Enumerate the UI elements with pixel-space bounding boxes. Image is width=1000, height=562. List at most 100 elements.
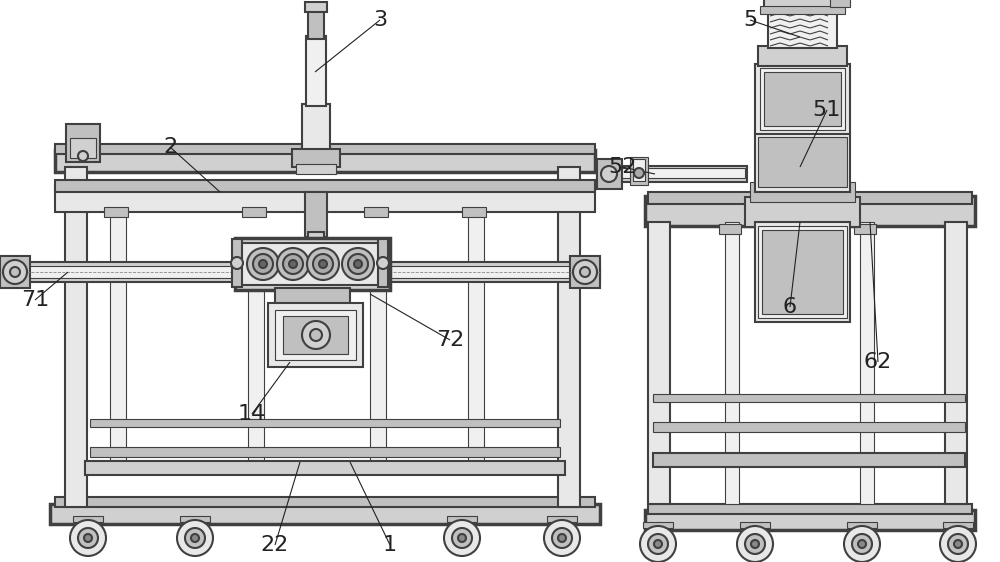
Text: 62: 62 xyxy=(864,352,892,372)
Bar xyxy=(645,196,975,226)
Circle shape xyxy=(348,254,368,274)
Circle shape xyxy=(751,540,759,548)
Bar xyxy=(235,238,390,290)
Bar xyxy=(90,419,560,427)
Circle shape xyxy=(319,260,327,268)
Bar xyxy=(296,164,336,174)
Circle shape xyxy=(84,534,92,542)
Bar xyxy=(740,522,770,528)
Bar xyxy=(645,510,975,530)
Circle shape xyxy=(745,534,765,554)
Bar xyxy=(725,222,739,504)
Text: 22: 22 xyxy=(261,535,289,555)
Bar xyxy=(55,150,595,172)
Bar xyxy=(758,226,847,318)
Circle shape xyxy=(289,260,297,268)
Circle shape xyxy=(302,321,330,349)
Bar xyxy=(285,308,340,324)
Bar xyxy=(847,522,877,528)
Bar xyxy=(85,461,565,475)
Bar xyxy=(601,168,745,178)
Circle shape xyxy=(78,528,98,548)
Bar xyxy=(308,9,324,39)
Bar xyxy=(50,504,600,524)
Circle shape xyxy=(852,534,872,554)
Circle shape xyxy=(247,248,279,280)
Bar xyxy=(55,497,595,507)
Circle shape xyxy=(634,168,644,178)
Circle shape xyxy=(654,540,662,548)
Bar xyxy=(370,289,386,474)
Circle shape xyxy=(283,254,303,274)
Bar xyxy=(306,36,326,106)
Bar xyxy=(73,516,103,522)
Bar xyxy=(240,243,385,285)
Bar xyxy=(305,192,327,237)
Bar xyxy=(302,104,330,154)
Circle shape xyxy=(458,534,466,542)
Circle shape xyxy=(558,534,566,542)
Circle shape xyxy=(648,534,668,554)
Bar xyxy=(104,207,128,217)
Circle shape xyxy=(940,526,976,562)
Bar xyxy=(630,157,648,185)
Bar xyxy=(760,68,845,130)
Circle shape xyxy=(231,257,243,269)
Circle shape xyxy=(377,257,389,269)
Bar xyxy=(248,289,264,474)
Bar xyxy=(768,8,837,48)
Bar xyxy=(764,0,841,9)
Circle shape xyxy=(177,520,213,556)
Text: 3: 3 xyxy=(373,10,387,30)
Circle shape xyxy=(3,260,27,284)
Circle shape xyxy=(313,254,333,274)
Bar xyxy=(468,206,484,474)
Bar xyxy=(945,222,967,504)
Circle shape xyxy=(640,526,676,562)
Bar xyxy=(308,232,324,254)
Circle shape xyxy=(310,329,322,341)
Bar xyxy=(597,166,747,182)
Bar xyxy=(462,207,486,217)
Bar xyxy=(292,149,340,167)
Bar xyxy=(760,6,845,14)
Bar xyxy=(755,64,850,134)
Text: 51: 51 xyxy=(813,100,841,120)
Bar xyxy=(275,310,356,360)
Circle shape xyxy=(307,248,339,280)
Circle shape xyxy=(191,534,199,542)
Circle shape xyxy=(354,260,362,268)
Bar xyxy=(755,132,850,192)
Text: 14: 14 xyxy=(238,404,266,424)
Text: 5: 5 xyxy=(743,10,757,30)
Circle shape xyxy=(185,528,205,548)
Circle shape xyxy=(954,540,962,548)
Bar xyxy=(745,197,860,227)
Bar xyxy=(180,516,210,522)
Bar xyxy=(597,159,622,189)
Text: 6: 6 xyxy=(783,297,797,317)
Circle shape xyxy=(948,534,968,554)
Circle shape xyxy=(342,248,374,280)
Circle shape xyxy=(737,526,773,562)
Bar xyxy=(648,192,972,204)
Circle shape xyxy=(580,267,590,277)
Bar xyxy=(90,447,560,457)
Circle shape xyxy=(253,254,273,274)
Text: 2: 2 xyxy=(163,137,177,157)
Bar xyxy=(305,2,327,12)
Circle shape xyxy=(573,260,597,284)
Bar xyxy=(0,256,30,288)
Bar xyxy=(55,144,595,154)
Circle shape xyxy=(552,528,572,548)
Bar xyxy=(0,262,600,282)
Bar xyxy=(242,207,266,217)
Circle shape xyxy=(544,520,580,556)
Bar xyxy=(750,182,855,202)
Text: 52: 52 xyxy=(608,157,636,177)
Bar xyxy=(570,256,600,288)
Bar xyxy=(547,516,577,522)
Bar xyxy=(70,138,96,158)
Bar xyxy=(232,239,242,287)
Bar xyxy=(0,266,600,278)
